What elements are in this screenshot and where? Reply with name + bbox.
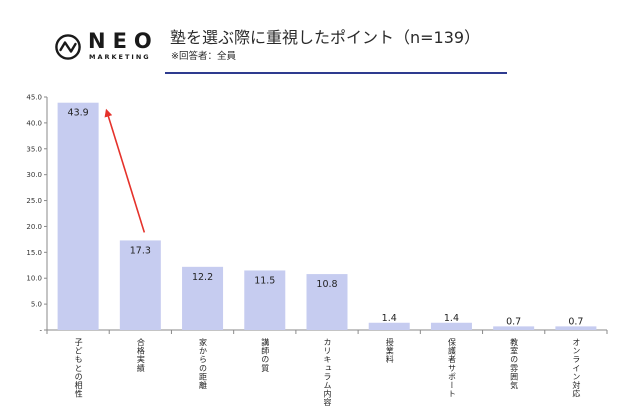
category-label: 子どもとの相性 xyxy=(74,338,84,399)
bar xyxy=(244,270,286,330)
data-label: 43.9 xyxy=(68,108,89,119)
neo-marketing-logo: NEO MARKETING xyxy=(54,29,154,64)
bar xyxy=(430,322,472,330)
data-label: 10.8 xyxy=(316,279,337,290)
category-label: 教室の雰囲気 xyxy=(509,338,519,390)
y-tick-label: 20.0 xyxy=(26,223,42,231)
bar xyxy=(119,240,161,330)
pulse-circle-icon xyxy=(55,34,81,60)
y-tick-label: 15.0 xyxy=(26,249,42,257)
y-tick-label: 10.0 xyxy=(26,275,42,283)
category-label: カリキュラム内容 xyxy=(323,338,332,407)
y-tick-label: 5.0 xyxy=(31,301,42,309)
y-tick-label: - xyxy=(39,327,42,335)
annotation-arrow xyxy=(104,108,146,233)
logo-name: NEO xyxy=(88,29,159,53)
data-label: 0.7 xyxy=(506,316,521,327)
bar xyxy=(555,326,597,330)
category-label: 講師の質 xyxy=(260,338,270,373)
bar xyxy=(493,326,535,330)
y-tick-label: 30.0 xyxy=(26,171,42,179)
bar xyxy=(182,266,224,330)
category-label: 合格実績 xyxy=(136,338,146,373)
data-label: 12.2 xyxy=(192,272,213,283)
data-label: 1.4 xyxy=(382,313,397,324)
y-tick-label: 40.0 xyxy=(26,119,42,127)
y-tick-label: 45.0 xyxy=(26,94,42,102)
category-label: オンライン対応 xyxy=(571,338,581,399)
category-label: 保護者サポート xyxy=(447,338,457,399)
bar xyxy=(368,322,410,330)
category-label: 家からの距離 xyxy=(198,338,208,390)
bar xyxy=(306,274,348,330)
chart-subtitle: ※回答者：全員 xyxy=(171,51,236,62)
y-tick-label: 25.0 xyxy=(26,197,42,205)
bar xyxy=(57,102,99,330)
data-label: 11.5 xyxy=(254,275,275,286)
logo-subname: MARKETING xyxy=(89,53,151,61)
title-underline xyxy=(165,72,507,74)
category-label: 授業料 xyxy=(385,338,395,364)
data-label: 1.4 xyxy=(444,313,459,324)
data-label: 17.3 xyxy=(130,245,151,256)
data-label: 0.7 xyxy=(568,316,583,327)
chart-title: 塾を選ぶ際に重視したポイント（n=139） xyxy=(170,28,481,47)
y-tick-label: 35.0 xyxy=(26,145,42,153)
